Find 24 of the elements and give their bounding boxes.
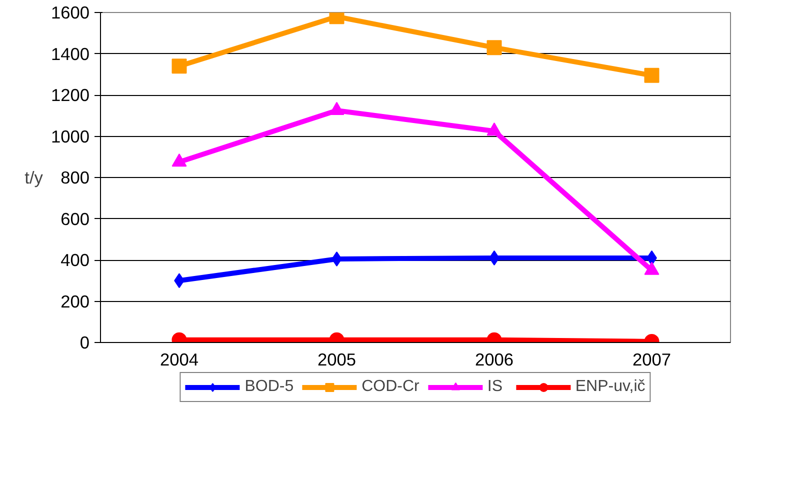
y-tick-label: 200 <box>60 291 90 312</box>
point <box>644 68 660 83</box>
point <box>486 122 502 136</box>
x-tick-label: 2004 <box>160 350 199 370</box>
y-tick-label: 800 <box>60 168 90 188</box>
y-tick-label: 1200 <box>50 85 90 105</box>
point <box>486 40 502 56</box>
legend-label: IS <box>487 378 504 396</box>
y-axis-title: t/y <box>24 168 44 188</box>
point <box>172 153 187 167</box>
point <box>172 58 187 74</box>
legend-label: BOD-5 <box>244 378 294 396</box>
y-tick-label: 1400 <box>50 44 90 64</box>
y-tick-label: 1600 <box>50 2 90 22</box>
y-tick-label: 1000 <box>50 126 90 146</box>
y-tick-label: 600 <box>60 208 90 229</box>
legend-label: COD-Cr <box>362 378 420 396</box>
x-tick-label: 2006 <box>474 350 514 370</box>
y-tick-label: 0 <box>80 332 90 352</box>
legend-label: ENP-uv,ič <box>575 378 646 396</box>
x-tick-label: 2005 <box>317 350 356 370</box>
point <box>644 262 660 275</box>
x-tick-label: 2007 <box>632 350 672 370</box>
y-tick-label: 400 <box>60 250 90 270</box>
